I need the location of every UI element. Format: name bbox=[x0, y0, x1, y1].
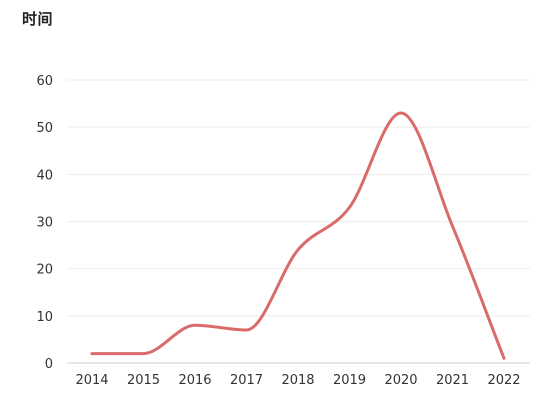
x-axis-ticks: 2014 2015 2016 2017 2018 2019 2020 2021 2022 bbox=[75, 373, 520, 388]
y-tick-label: 40 bbox=[36, 168, 53, 183]
y-tick-label: 20 bbox=[36, 263, 53, 278]
x-tick-label: 2019 bbox=[333, 373, 366, 388]
y-tick-label: 10 bbox=[36, 310, 53, 325]
x-tick-label: 2022 bbox=[487, 373, 520, 388]
x-tick-label: 2018 bbox=[281, 373, 314, 388]
y-axis-ticks: 0 10 20 30 40 50 60 bbox=[36, 74, 53, 372]
x-tick-label: 2015 bbox=[127, 373, 160, 388]
y-tick-label: 50 bbox=[36, 121, 53, 136]
y-tick-label: 60 bbox=[36, 74, 53, 89]
x-tick-label: 2017 bbox=[230, 373, 263, 388]
x-tick-label: 2016 bbox=[178, 373, 211, 388]
series-line bbox=[90, 111, 506, 360]
x-tick-label: 2020 bbox=[384, 373, 417, 388]
x-tick-label: 2014 bbox=[75, 373, 108, 388]
y-tick-label: 30 bbox=[36, 216, 53, 231]
series-layer bbox=[90, 111, 506, 360]
grid-lines bbox=[67, 79, 530, 317]
y-tick-label: 0 bbox=[45, 357, 53, 372]
x-tick-label: 2021 bbox=[436, 373, 469, 388]
chart-title: 时间 bbox=[22, 10, 54, 28]
